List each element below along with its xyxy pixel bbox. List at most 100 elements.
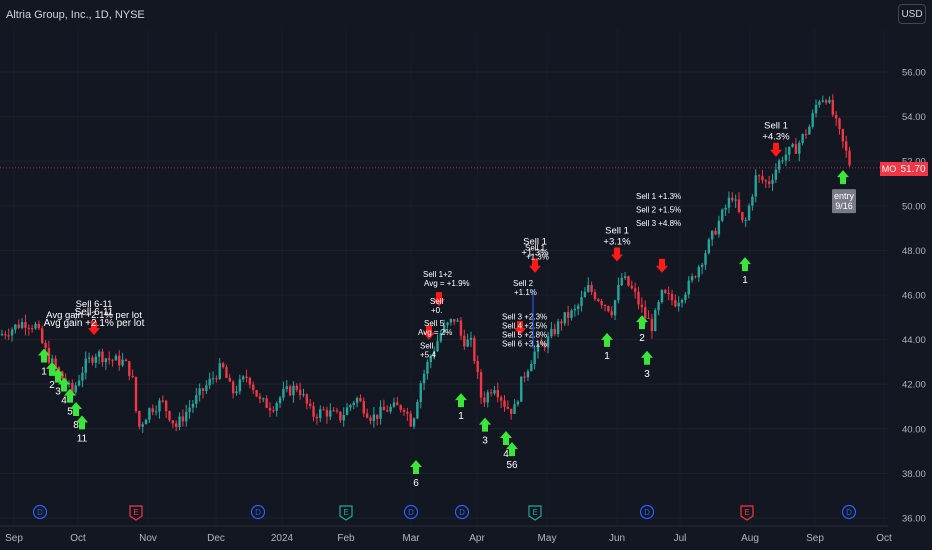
candle [315,416,319,419]
candle [751,196,754,206]
candle [767,181,771,184]
candle [359,398,362,402]
candle [560,321,563,324]
candle [215,378,218,380]
candle [506,406,510,409]
candle [205,385,208,391]
candle [499,397,503,401]
candle [335,410,339,412]
candle [700,264,704,267]
candle [453,319,456,322]
event-letter: E [744,508,749,517]
annotation-text: +5.4 [420,350,436,359]
candle [627,276,630,286]
candle [677,302,680,307]
candle [550,328,553,337]
candle [365,413,369,418]
candle [734,199,737,201]
candle [312,406,315,417]
candle [623,276,627,278]
candle [731,197,734,201]
candle [238,379,242,392]
y-tick-label: 46.00 [902,291,926,302]
x-tick-label: Jun [609,533,625,544]
candle [466,339,469,347]
annotation-text: +1.1% [514,288,537,297]
candle [339,411,342,421]
y-tick-label: 36.00 [902,514,926,525]
candle [446,322,449,326]
candle [208,378,211,386]
x-tick-label: Dec [207,533,225,544]
candle [245,376,248,378]
candle [520,376,523,402]
candle [650,318,654,332]
y-tick-label: 42.00 [902,380,926,391]
buy-arrow [52,368,64,383]
buy-label: 4 [503,449,509,460]
sell-arrow [529,258,541,273]
candle [262,398,265,400]
buy-arrow [641,350,653,365]
candle [580,297,583,306]
candle [704,253,707,265]
x-tick-label: Oct [70,533,86,544]
candle [278,397,282,404]
candle [757,175,761,177]
dividend-marker [403,504,419,520]
dividend-marker [454,504,470,520]
candle [114,355,118,361]
candle [134,377,138,412]
candle [590,285,593,293]
y-tick-label: 50.00 [902,201,926,212]
y-tick-label: 38.00 [902,469,926,480]
event-letter: D [459,508,465,517]
candle [489,392,493,394]
x-tick-label: Feb [337,533,355,544]
candle [647,318,650,320]
candle [600,301,603,306]
candle [349,405,352,408]
candle [218,363,221,379]
currency-button[interactable]: USD [898,4,926,24]
candle [175,423,178,428]
candle [436,341,439,352]
x-tick-label: 2024 [271,533,294,544]
annotation-text: Sell 2 +1.5% [636,205,681,214]
buy-arrow [500,431,512,446]
candle [386,410,389,412]
candle [255,390,258,397]
event-letter: D [846,508,852,517]
buy-label: 2 [639,333,645,344]
candle [17,324,20,328]
candle [463,335,466,347]
candle [707,239,711,254]
candle [637,291,640,305]
buy-label: 3 [644,369,650,380]
candle [714,230,717,235]
candle [613,300,617,316]
candle [282,389,285,398]
candle [97,351,101,357]
buy-label: 3 [55,387,61,398]
candle [201,388,205,391]
y-tick-label: 48.00 [902,246,926,257]
candle [583,291,587,298]
candle [248,377,252,385]
candle [128,361,131,376]
buy-arrow [479,417,491,432]
buy-label: 56 [506,460,518,471]
candle [141,424,144,427]
candle [486,392,489,403]
candle [597,299,600,302]
candle [828,99,831,103]
annotation-text: Avg = +1.9% [424,279,470,288]
candle [87,357,91,359]
candle [744,219,747,221]
candle [516,401,520,405]
x-tick-label: May [538,533,557,544]
buy-label: 1 [742,275,748,286]
candle [389,406,392,412]
candle [225,367,228,378]
